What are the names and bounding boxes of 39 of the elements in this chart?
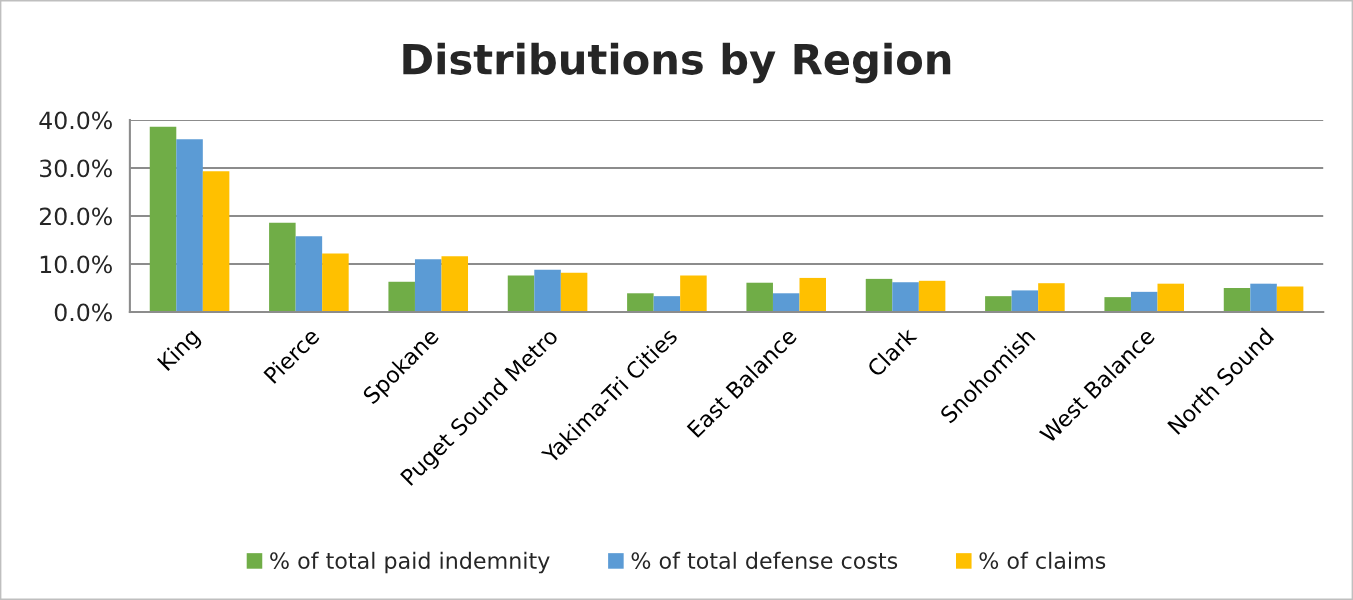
legend-label: % of claims (979, 551, 1106, 570)
bar (627, 293, 654, 312)
bar (322, 253, 349, 312)
bar (1130, 291, 1158, 312)
bar (534, 269, 561, 312)
chart-title: Distributions by Region (403, 42, 951, 84)
bar (202, 171, 230, 312)
bar (507, 275, 535, 312)
bar (414, 259, 442, 312)
bar (1250, 283, 1277, 312)
y-tick-label: 40.0% (39, 111, 112, 130)
bar (772, 293, 800, 312)
y-tick-label: 0.0% (54, 303, 112, 322)
legend-label: % of total defense costs (631, 551, 898, 570)
bar (1104, 297, 1131, 312)
bar (985, 296, 1012, 312)
bar (560, 272, 588, 312)
bar (1011, 290, 1039, 312)
y-tick-label: 20.0% (39, 207, 112, 226)
bar (176, 139, 203, 312)
bar (865, 278, 893, 312)
bar (295, 236, 323, 312)
bar (892, 282, 919, 312)
legend-label: % of total paid indemnity (270, 551, 550, 574)
bar (1157, 283, 1185, 312)
bar (1038, 283, 1065, 312)
bar (149, 126, 177, 312)
y-tick-label: 10.0% (40, 255, 112, 274)
bar (746, 282, 773, 312)
bar (1276, 286, 1304, 312)
bar (441, 256, 469, 312)
bar (388, 281, 415, 312)
bar (680, 275, 707, 312)
bar (653, 296, 681, 312)
bar (799, 277, 827, 312)
y-tick-label: 30.0% (40, 159, 112, 178)
bar (918, 280, 946, 312)
bar (1223, 288, 1251, 312)
bar (269, 222, 296, 312)
